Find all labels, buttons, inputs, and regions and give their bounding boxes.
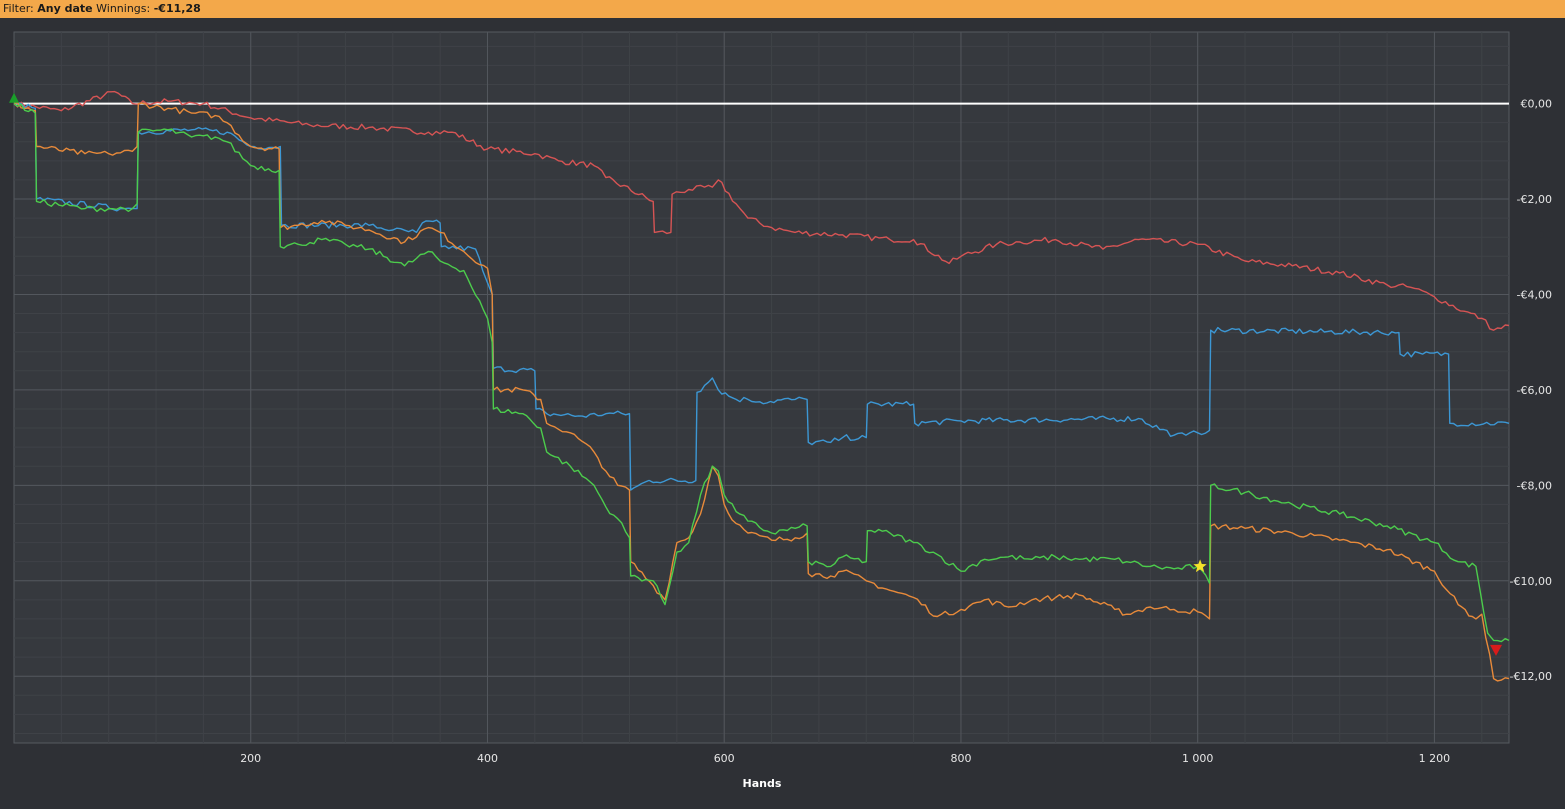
x-axis-ticks: 200 400 600 800 1 000 1 200 [240,752,1450,765]
x-tick-label: 200 [240,752,261,765]
filter-bar: Filter: Any date Winnings: -€11,28 [0,0,1565,18]
marker-end [1490,644,1502,656]
y-tick-label: -€4,00 [1517,288,1552,301]
x-tick-label: 800 [951,752,972,765]
winnings-value: -€11,28 [153,2,201,15]
series-line-3 [13,102,1510,682]
series-line-4 [13,103,1510,643]
x-tick-label: 400 [477,752,498,765]
marker-star [1193,559,1207,573]
series-line-1 [13,90,1510,331]
filter-value[interactable]: Any date [37,2,93,15]
y-tick-label: -€10,00 [1510,575,1552,588]
series-lines [13,90,1510,682]
plot-area [13,31,1510,744]
x-tick-label: 1 000 [1182,752,1214,765]
marker-start [9,92,19,103]
filter-label: Filter: [3,2,34,15]
markers [9,92,1502,656]
y-tick-label: -€8,00 [1517,479,1552,492]
x-tick-label: 600 [714,752,735,765]
y-axis-ticks: €0,00 -€2,00 -€4,00 -€6,00 -€8,00 -€10,00 -€12… [1510,98,1552,684]
winnings-label: Winnings: [96,2,151,15]
y-tick-label: -€12,00 [1510,670,1552,683]
winnings-chart: €0,00 -€2,00 -€4,00 -€6,00 -€8,00 -€10,00 -€12… [9,31,1552,790]
y-tick-label: -€2,00 [1517,193,1552,206]
x-tick-label: 1 200 [1419,752,1451,765]
y-tick-label: -€6,00 [1517,384,1552,397]
y-tick-label: €0,00 [1521,98,1553,111]
x-axis-label: Hands [743,777,782,790]
